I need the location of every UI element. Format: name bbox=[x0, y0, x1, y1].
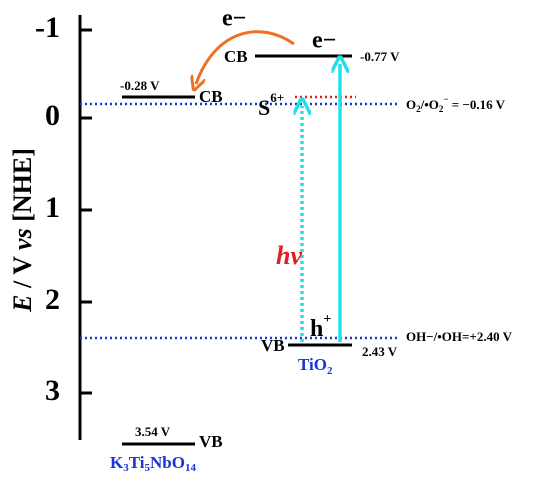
tick-label: 0 bbox=[45, 99, 60, 132]
axis-label-part: vs bbox=[8, 228, 37, 250]
text-part: /•O bbox=[420, 97, 439, 112]
vb-label: VB bbox=[261, 336, 285, 355]
transfer-electron: e− bbox=[222, 6, 246, 32]
text-part: 14 bbox=[185, 462, 197, 474]
text-part: Ti bbox=[129, 453, 145, 472]
axis-label-part: / V bbox=[8, 250, 37, 295]
text-part: NbO bbox=[150, 453, 185, 472]
text-part: 2 bbox=[327, 365, 333, 377]
axis-label-part: E bbox=[8, 295, 37, 313]
vb-value: 2.43 V bbox=[362, 344, 398, 359]
superoxide-label: O2/•O2− = −0.16 V bbox=[406, 94, 506, 114]
text-part: O bbox=[406, 97, 416, 112]
text-part: K bbox=[110, 453, 124, 472]
axis-label-part: [NHE] bbox=[8, 148, 37, 228]
text-part: 2 bbox=[439, 104, 444, 114]
tick-label: 3 bbox=[45, 374, 60, 407]
text-part: + bbox=[323, 312, 331, 327]
cb-value: -0.77 V bbox=[360, 49, 400, 64]
cb-value: -0.28 V bbox=[120, 78, 160, 93]
text-part: 3 bbox=[123, 462, 129, 474]
ticks bbox=[80, 28, 92, 395]
text-part: h bbox=[310, 316, 323, 342]
vb-value: 3.54 V bbox=[135, 424, 171, 439]
sulfur-state: S6+ bbox=[258, 90, 284, 120]
text-part: − bbox=[443, 94, 448, 104]
tick-label: -1 bbox=[35, 11, 60, 44]
material-name: K3Ti5NbO14 bbox=[110, 453, 196, 474]
tick-label: 2 bbox=[45, 283, 60, 316]
text-part: TiO bbox=[298, 355, 327, 374]
text-part: 5 bbox=[145, 462, 151, 474]
tick-label: 1 bbox=[45, 191, 60, 224]
text-part: S bbox=[258, 95, 270, 120]
vb-label: VB bbox=[199, 432, 223, 451]
axis-label: E / V vs [NHE] bbox=[8, 148, 37, 313]
material-name: TiO2 bbox=[298, 355, 333, 377]
hole: h+ bbox=[310, 312, 331, 341]
text-part: 2 bbox=[416, 104, 421, 114]
cb-label: CB bbox=[199, 87, 223, 106]
text-part: 6+ bbox=[270, 90, 284, 105]
text-part: = −0.16 V bbox=[449, 97, 506, 112]
transfer-arrow bbox=[196, 30, 295, 84]
photon-label: hv bbox=[276, 241, 302, 270]
cb-label: CB bbox=[224, 47, 248, 66]
hydroxyl-label: OH−/•OH=+2.40 V bbox=[406, 329, 513, 344]
electron: e− bbox=[312, 28, 336, 54]
